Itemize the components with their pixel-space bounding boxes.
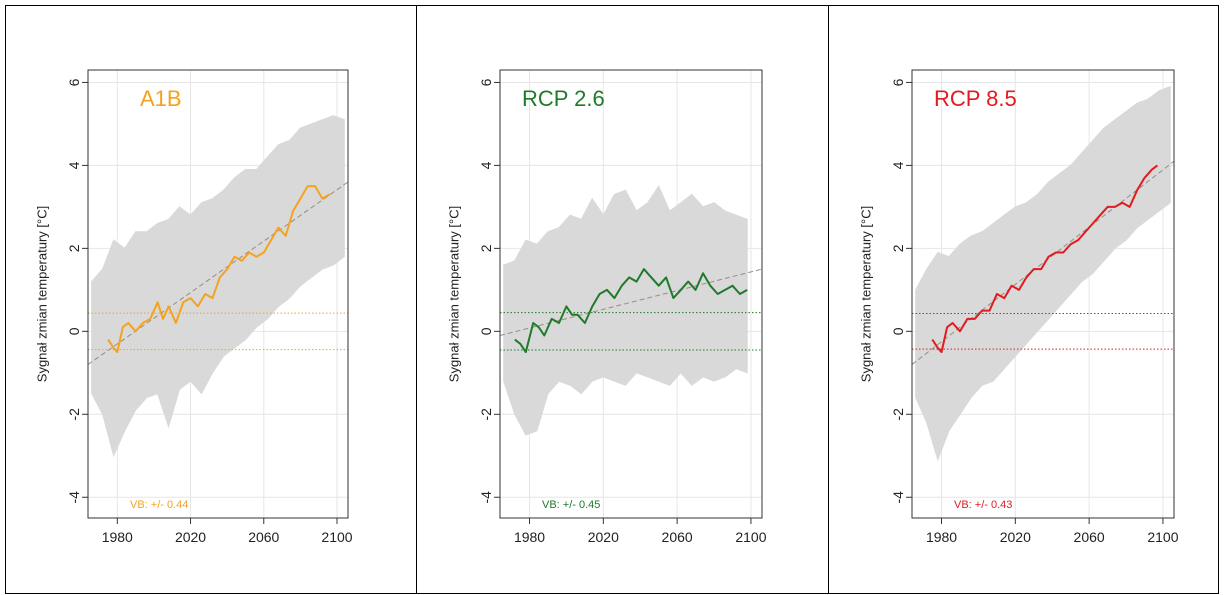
trend-line bbox=[911, 160, 1175, 365]
y-tick-label: -4 bbox=[66, 491, 82, 504]
x-tick-label: 2020 bbox=[1000, 529, 1031, 545]
y-tick-label: 0 bbox=[66, 327, 82, 335]
y-tick-label: -2 bbox=[890, 408, 906, 421]
chart-panel-3: 1980 2020 2060 2100 -4 -2 0 2 4 6 Sygnał zmian tem… bbox=[859, 69, 1179, 545]
x-tick-label: 2100 bbox=[321, 529, 352, 545]
y-tick-label: 2 bbox=[66, 244, 82, 252]
plot-box bbox=[911, 69, 1175, 519]
vb-annotation: VB: +/- 0.43 bbox=[954, 499, 1012, 511]
y-tick-label: 2 bbox=[890, 244, 906, 252]
trend-line bbox=[87, 181, 349, 365]
uncertainty-band bbox=[91, 115, 345, 458]
y-tick-label: 2 bbox=[478, 244, 494, 252]
panel-divider-1 bbox=[416, 5, 417, 594]
chart-title: RCP 2.6 bbox=[522, 86, 605, 111]
chart-title: RCP 8.5 bbox=[934, 86, 1017, 111]
x-tick-label: 2020 bbox=[175, 529, 206, 545]
chart-panel-1: 1980 2020 2060 2100 -4 -2 0 2 4 6 Sygnał zmian tem… bbox=[35, 69, 353, 545]
panel-divider-2 bbox=[828, 5, 829, 594]
x-tick-label: 2100 bbox=[1147, 529, 1178, 545]
y-tick-label: 0 bbox=[890, 327, 906, 335]
y-tick-label: -4 bbox=[890, 491, 906, 504]
series-line-1 bbox=[931, 164, 1159, 354]
y-tick-label: -2 bbox=[478, 408, 494, 421]
uncertainty-band bbox=[915, 85, 1171, 462]
y-tick-label: 4 bbox=[66, 161, 82, 169]
x-tick-label: 2060 bbox=[248, 529, 279, 545]
x-tick-label: 2060 bbox=[1074, 529, 1105, 545]
figure-frame bbox=[5, 5, 1219, 594]
chart-title: A1B bbox=[140, 86, 182, 111]
x-tick-label: 2060 bbox=[662, 529, 693, 545]
y-tick-label: 4 bbox=[890, 161, 906, 169]
series-line-1 bbox=[514, 268, 748, 354]
x-tick-label: 2100 bbox=[735, 529, 766, 545]
y-tick-label: 6 bbox=[478, 78, 494, 86]
uncertainty-band bbox=[503, 185, 748, 436]
x-tick-label: 1980 bbox=[102, 529, 133, 545]
plot-box bbox=[87, 69, 349, 519]
x-tick-label: 2020 bbox=[588, 529, 619, 545]
y-tick-label: 0 bbox=[478, 327, 494, 335]
y-tick-label: -4 bbox=[478, 491, 494, 504]
plot-box bbox=[499, 69, 763, 519]
y-axis-title: Sygnał zmian temperatury [°C] bbox=[35, 206, 50, 382]
y-tick-label: 6 bbox=[890, 78, 906, 86]
y-tick-label: 4 bbox=[478, 161, 494, 169]
chart-panel-2: 1980 2020 2060 2100 -4 -2 0 2 4 6 Sygnał zmian tem… bbox=[447, 69, 767, 545]
y-axis-title: Sygnał zmian temperatury [°C] bbox=[447, 206, 462, 382]
vb-annotation: VB: +/- 0.44 bbox=[130, 499, 188, 511]
y-tick-label: 6 bbox=[66, 78, 82, 86]
series-line-1 bbox=[107, 185, 331, 354]
y-tick-label: -2 bbox=[66, 408, 82, 421]
y-axis-title: Sygnał zmian temperatury [°C] bbox=[859, 206, 874, 382]
vb-annotation: VB: +/- 0.45 bbox=[542, 499, 600, 511]
x-tick-label: 1980 bbox=[926, 529, 957, 545]
x-tick-label: 1980 bbox=[514, 529, 545, 545]
trend-line bbox=[499, 268, 763, 336]
